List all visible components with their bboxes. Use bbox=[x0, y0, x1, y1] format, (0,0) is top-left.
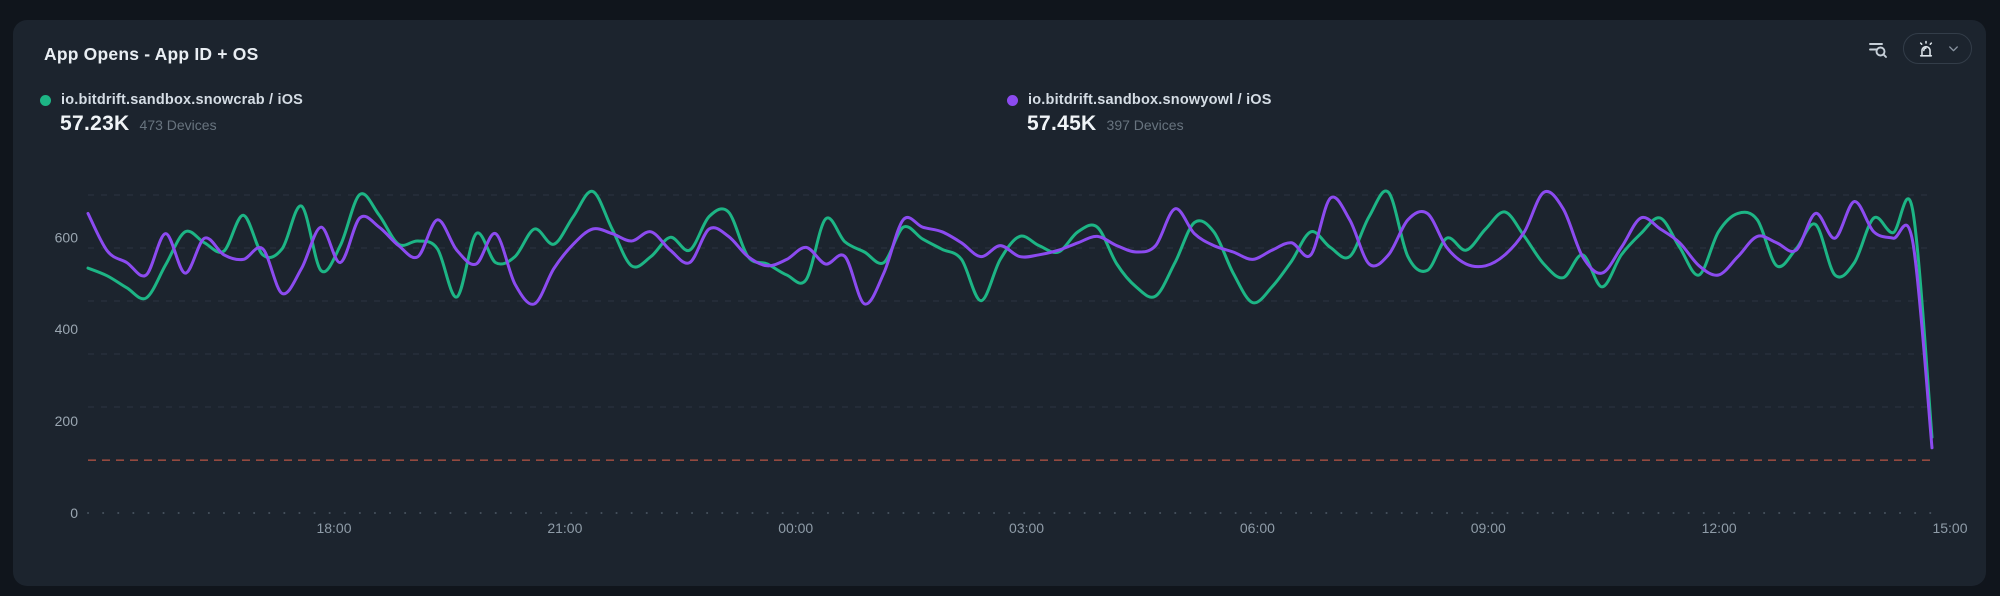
chevron-down-icon bbox=[1948, 46, 1958, 52]
timeseries-chart[interactable]: 0 200 400 600 18:00 21:00 00:00 03:00 06:00 09:00… bbox=[40, 150, 1975, 550]
x-axis-tick-label: 15:00 bbox=[1932, 520, 1967, 536]
siren-icon bbox=[1919, 40, 1932, 57]
x-axis-tick-label: 18:00 bbox=[316, 520, 351, 536]
legend-item-snowyowl[interactable]: io.bitdrift.sandbox.snowyowl / iOS 57.45… bbox=[1007, 92, 1272, 136]
series-devices: 397 Devices bbox=[1106, 117, 1184, 133]
chart-area: 0 200 400 600 18:00 21:00 00:00 03:00 06:00 09:00… bbox=[40, 150, 1975, 550]
series-line-snowcrab bbox=[86, 189, 1934, 439]
y-axis-tick-label: 600 bbox=[55, 229, 79, 245]
app-opens-chart-card: App Opens - App ID + OS bbox=[13, 20, 1986, 586]
y-axis-tick-label: 400 bbox=[55, 321, 79, 337]
list-search-icon bbox=[1869, 42, 1887, 58]
x-axis-tick-label: 12:00 bbox=[1702, 520, 1737, 536]
x-axis-tick-label: 00:00 bbox=[778, 520, 813, 536]
chart-title: App Opens - App ID + OS bbox=[44, 44, 259, 64]
x-axis-tick-label: 21:00 bbox=[547, 520, 582, 536]
series-line-snowyowl bbox=[86, 189, 1934, 450]
legend-stats: 57.23K 473 Devices bbox=[40, 112, 303, 136]
legend-stats: 57.45K 397 Devices bbox=[1007, 112, 1272, 136]
chart-toolbar bbox=[1863, 33, 1972, 64]
series-label: io.bitdrift.sandbox.snowyowl / iOS bbox=[1028, 92, 1272, 108]
series-total: 57.45K bbox=[1027, 112, 1097, 135]
legend-item-snowcrab[interactable]: io.bitdrift.sandbox.snowcrab / iOS 57.23… bbox=[40, 92, 303, 136]
series-devices: 473 Devices bbox=[139, 117, 217, 133]
x-axis-tick-label: 09:00 bbox=[1471, 520, 1506, 536]
legend-row: io.bitdrift.sandbox.snowcrab / iOS bbox=[40, 92, 303, 108]
series-label: io.bitdrift.sandbox.snowcrab / iOS bbox=[61, 92, 304, 108]
series-total: 57.23K bbox=[60, 112, 130, 135]
legend-row: io.bitdrift.sandbox.snowyowl / iOS bbox=[1007, 92, 1272, 108]
series-dot-snowyowl bbox=[1007, 94, 1018, 106]
x-axis-tick-label: 03:00 bbox=[1009, 520, 1044, 536]
y-axis-tick-label: 0 bbox=[70, 505, 78, 521]
y-axis-tick-label: 200 bbox=[55, 413, 79, 429]
search-events-button[interactable] bbox=[1863, 34, 1893, 64]
x-axis-tick-label: 06:00 bbox=[1240, 520, 1275, 536]
alerts-dropdown-button[interactable] bbox=[1903, 33, 1972, 64]
series-dot-snowcrab bbox=[40, 94, 51, 106]
